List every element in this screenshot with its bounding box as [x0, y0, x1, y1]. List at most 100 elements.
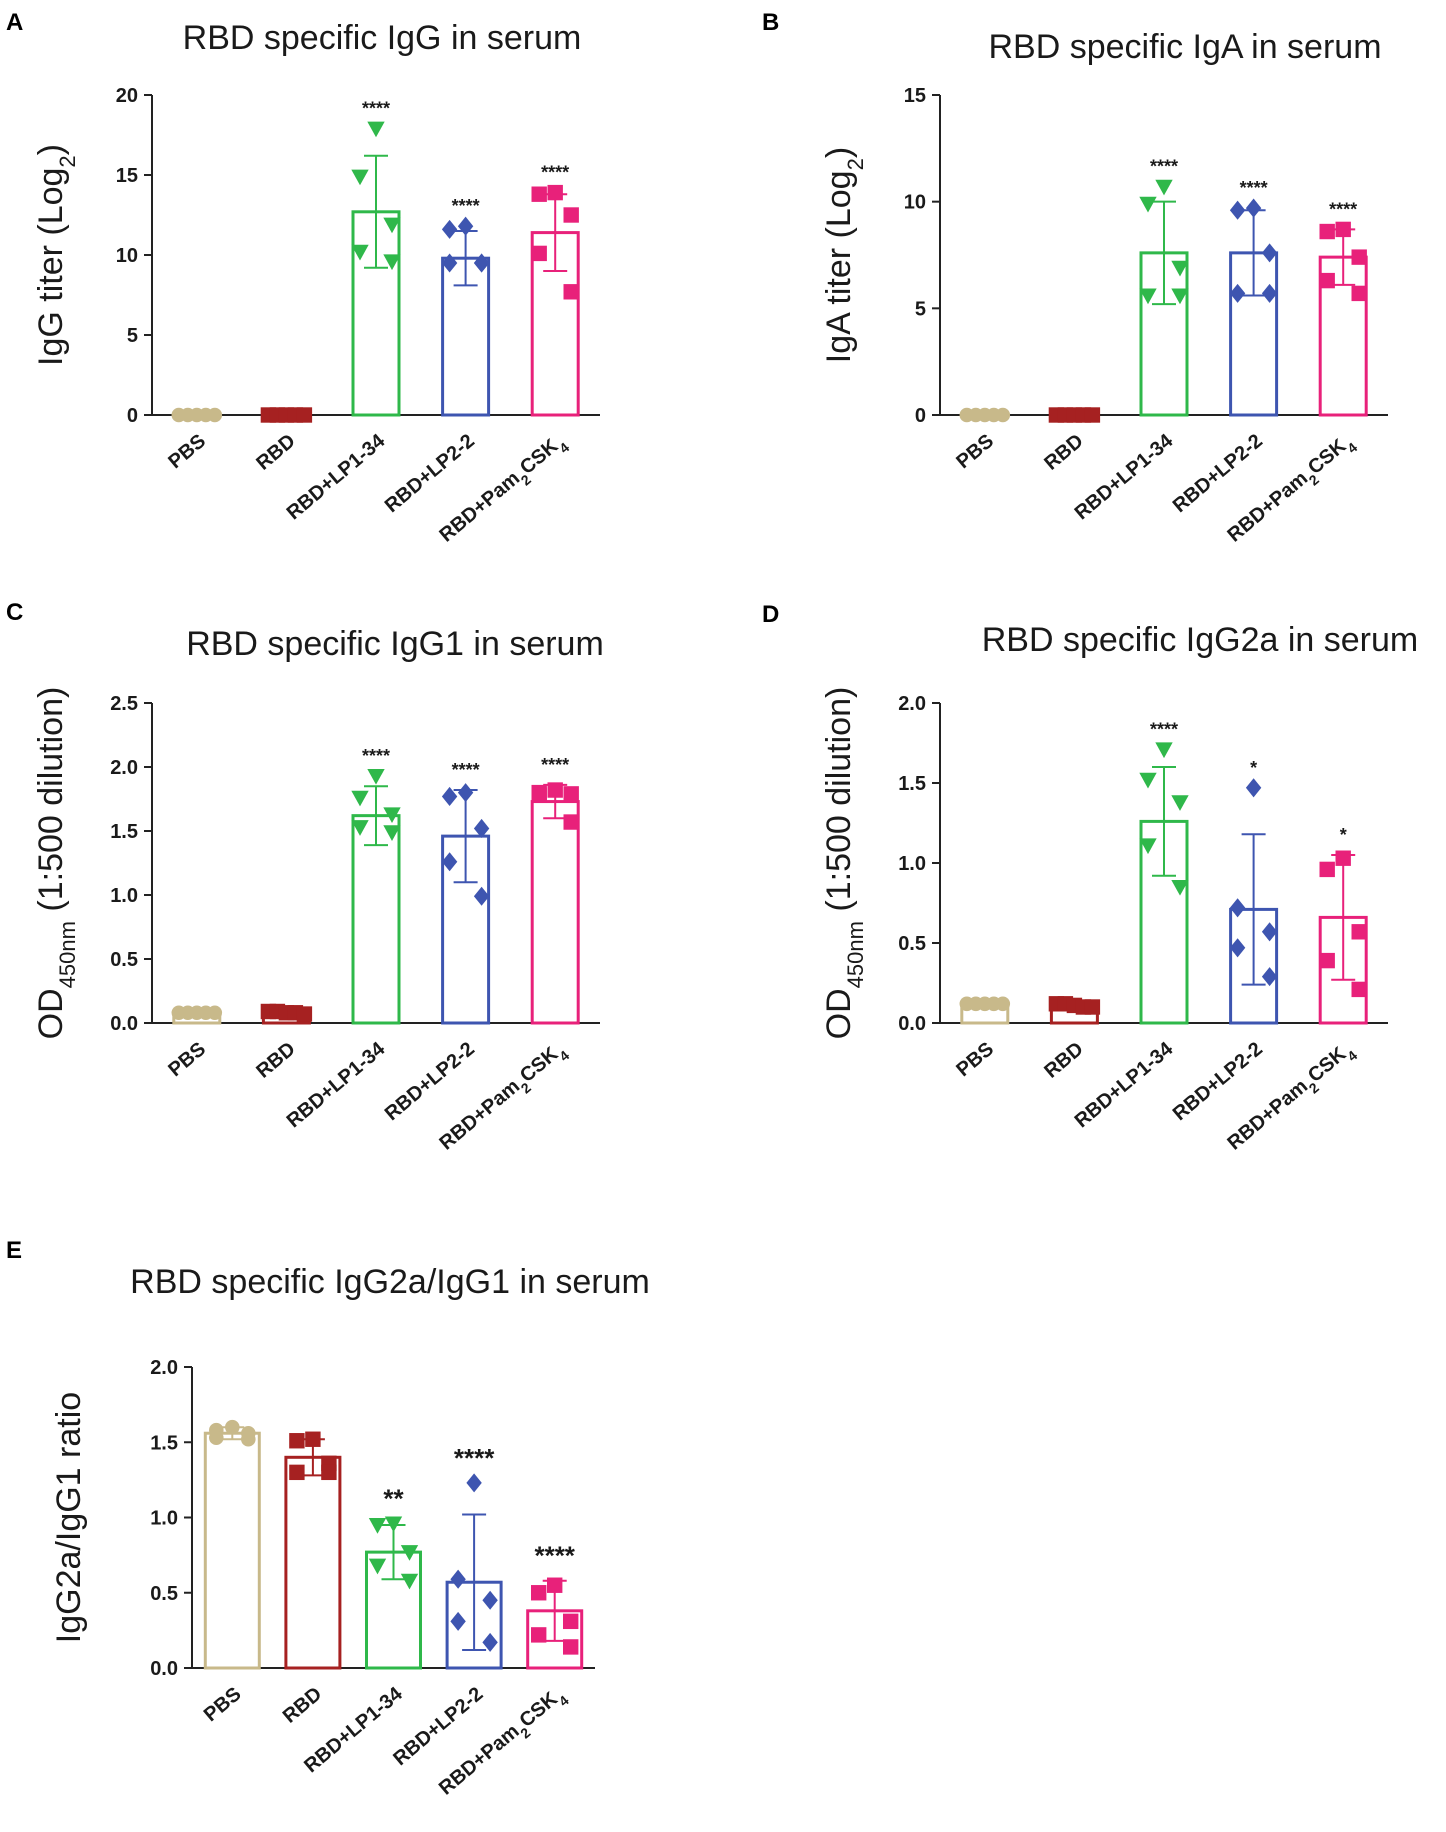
- data-point: [1319, 952, 1335, 969]
- panel-d: D RBD specific IgG2a in serum OD450nm (1:5…: [762, 601, 1418, 1155]
- data-point: [1319, 272, 1335, 289]
- y-axis-label: IgG titer (Log2): [32, 144, 80, 366]
- y-tick-label: 10: [116, 245, 138, 267]
- x-tick-label: RBD+LP2-2: [1169, 1038, 1267, 1125]
- y-tick-label: 2.0: [110, 757, 138, 779]
- y-tick-label: 5: [127, 325, 138, 347]
- significance-label: ****: [541, 163, 569, 183]
- x-tick-label-main: RBD+LP2-2: [1169, 430, 1267, 517]
- x-tick-label-main: PBS: [164, 430, 210, 473]
- significance-label: ****: [362, 99, 390, 119]
- data-point: [995, 407, 1011, 423]
- panel-label: A: [6, 9, 23, 36]
- data-point: [531, 245, 547, 262]
- data-point: [563, 284, 579, 300]
- x-tick-label: PBS: [200, 1683, 246, 1726]
- x-tick-label: RBD: [252, 430, 299, 475]
- x-tick-label: RBD+LP1-34: [1071, 1037, 1178, 1132]
- significance-label: ****: [454, 1443, 495, 1473]
- data-point: [383, 217, 401, 234]
- data-point: [1229, 898, 1246, 918]
- y-axis-label-tail: ): [820, 147, 858, 158]
- bar: [351, 814, 401, 1025]
- data-point: [563, 786, 579, 802]
- data-point: [1261, 967, 1278, 987]
- x-tick-label: PBS: [952, 1038, 998, 1081]
- y-tick-label: 1.5: [110, 821, 138, 843]
- x-tick-label-main: RBD+LP1-34: [283, 429, 390, 524]
- significance-label: ****: [1150, 157, 1178, 177]
- data-point: [531, 1585, 547, 1601]
- data-point: [563, 814, 579, 830]
- data-point: [441, 253, 458, 273]
- bar: [203, 1431, 261, 1670]
- y-tick-label: 1.5: [898, 773, 926, 795]
- x-tick-label-main: RBD: [1040, 1038, 1087, 1083]
- chart-title: RBD specific IgG2a/IgG1 in serum: [130, 1263, 650, 1301]
- y-tick-label: 0.5: [150, 1583, 178, 1605]
- x-tick-label-main: RBD+LP2-2: [381, 1038, 479, 1125]
- significance-label: ****: [541, 755, 569, 775]
- data-point: [368, 1558, 387, 1575]
- y-axis-label-tail: ): [32, 144, 70, 155]
- y-axis-label-main: OD: [820, 988, 858, 1039]
- data-point: [289, 1433, 305, 1449]
- panel-c: C RBD specific IgG1 in serum OD450nm (1:50…: [6, 599, 604, 1155]
- y-tick-label: 0: [915, 405, 926, 427]
- x-tick-label-main: RBD+Pam: [435, 467, 524, 546]
- data-point: [400, 1573, 419, 1590]
- x-tick-label: RBD+LP1-34: [283, 1037, 390, 1132]
- y-tick-label: 5: [915, 298, 926, 320]
- data-point: [367, 121, 385, 138]
- data-point: [1171, 260, 1189, 277]
- data-point: [531, 186, 547, 202]
- bar: [284, 1455, 342, 1670]
- data-point: [473, 886, 490, 906]
- y-axis-label-main: IgG2a/IgG1 ratio: [50, 1392, 88, 1643]
- data-point: [367, 768, 385, 785]
- x-tick-label: RBD+LP1-34: [283, 429, 390, 524]
- significance-label: ****: [534, 1541, 575, 1571]
- data-point: [1229, 200, 1246, 220]
- significance-label: ****: [1240, 178, 1268, 198]
- data-point: [241, 1431, 256, 1447]
- data-point: [1155, 179, 1173, 196]
- x-tick-label-main: RBD: [279, 1683, 326, 1728]
- x-tick-label-main: PBS: [164, 1038, 210, 1081]
- data-point: [1139, 772, 1157, 789]
- x-tick-label: RBD: [1040, 1038, 1087, 1083]
- significance-label: ****: [1150, 719, 1178, 739]
- y-tick-label: 1.0: [150, 1508, 178, 1530]
- data-point: [547, 184, 563, 201]
- x-tick-label-main: RBD+LP1-34: [283, 1037, 390, 1132]
- y-tick-label: 15: [116, 165, 138, 187]
- x-tick-label-main: PBS: [952, 430, 998, 473]
- panel-label: C: [6, 599, 23, 626]
- panel-label: D: [762, 601, 779, 628]
- x-tick-label-main: RBD: [1040, 430, 1087, 475]
- y-axis-label: OD450nm (1:500 dilution): [32, 687, 80, 1040]
- y-axis-label: OD450nm (1:500 dilution): [820, 687, 868, 1040]
- y-axis-label-sub: 2: [843, 158, 868, 170]
- data-point: [383, 254, 401, 271]
- y-axis-label: IgA titer (Log2): [820, 147, 868, 363]
- data-point: [441, 219, 458, 239]
- data-point: [547, 1577, 563, 1593]
- data-point: [383, 825, 401, 841]
- data-point: [482, 1632, 498, 1652]
- data-point: [351, 169, 369, 186]
- data-point: [547, 782, 563, 798]
- data-point: [450, 1569, 466, 1589]
- data-point: [473, 253, 490, 273]
- data-point: [1319, 861, 1335, 878]
- x-tick-label: RBD+LP2-2: [381, 1038, 479, 1125]
- data-point: [1261, 283, 1278, 303]
- data-point: [1139, 838, 1157, 855]
- x-tick-label-main: RBD+Pam: [435, 1075, 524, 1154]
- y-tick-label: 0.0: [150, 1658, 178, 1680]
- chart-title: RBD specific IgG1 in serum: [186, 625, 604, 663]
- x-tick-label-main: PBS: [200, 1683, 246, 1726]
- data-point: [1171, 795, 1189, 811]
- x-tick-label-main: PBS: [952, 1038, 998, 1081]
- data-point: [351, 820, 369, 836]
